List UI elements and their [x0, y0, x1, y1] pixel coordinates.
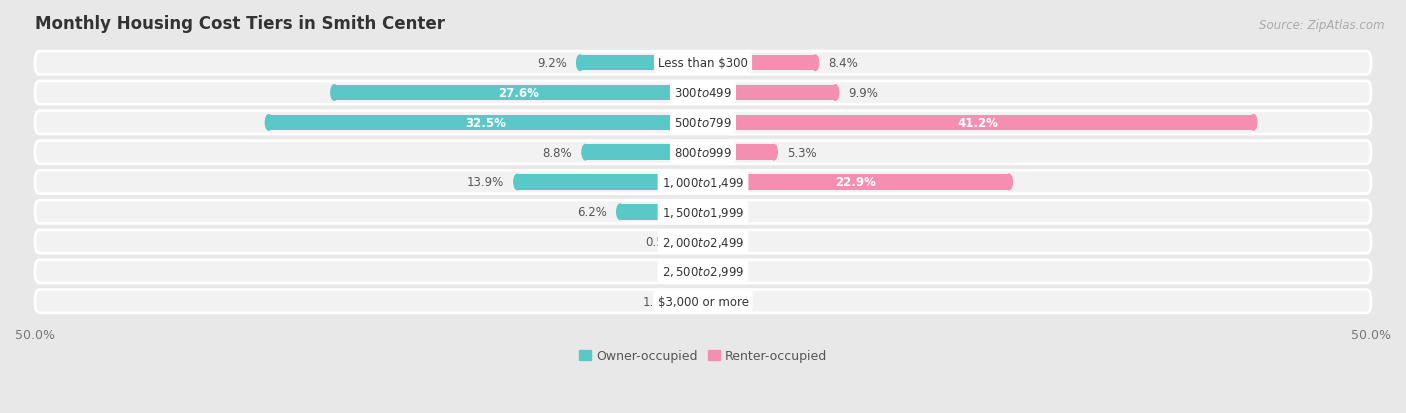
FancyBboxPatch shape — [35, 230, 1371, 254]
Legend: Owner-occupied, Renter-occupied: Owner-occupied, Renter-occupied — [575, 346, 831, 366]
Bar — [703, 115, 1253, 131]
FancyBboxPatch shape — [35, 290, 1371, 313]
Text: 9.2%: 9.2% — [537, 57, 567, 70]
Text: Source: ZipAtlas.com: Source: ZipAtlas.com — [1260, 19, 1385, 31]
Text: $1,000 to $1,499: $1,000 to $1,499 — [662, 176, 744, 190]
Text: 22.9%: 22.9% — [835, 176, 876, 189]
Bar — [703, 56, 815, 71]
Text: 1.3%: 1.3% — [643, 295, 672, 308]
FancyBboxPatch shape — [35, 171, 1371, 194]
Bar — [703, 175, 1010, 190]
Text: 27.6%: 27.6% — [498, 87, 538, 100]
Text: $2,500 to $2,999: $2,500 to $2,999 — [662, 265, 744, 279]
Text: Monthly Housing Cost Tiers in Smith Center: Monthly Housing Cost Tiers in Smith Cent… — [35, 15, 446, 33]
Circle shape — [330, 85, 337, 101]
Text: 32.5%: 32.5% — [465, 116, 506, 130]
Circle shape — [832, 85, 839, 101]
Text: $1,500 to $1,999: $1,500 to $1,999 — [662, 205, 744, 219]
Circle shape — [582, 145, 589, 161]
Circle shape — [1250, 115, 1257, 131]
FancyBboxPatch shape — [35, 82, 1371, 105]
Text: 0.0%: 0.0% — [717, 295, 747, 308]
Circle shape — [1005, 175, 1012, 190]
Bar — [269, 115, 703, 131]
Text: 9.9%: 9.9% — [849, 87, 879, 100]
Circle shape — [576, 56, 583, 71]
Text: $500 to $799: $500 to $799 — [673, 116, 733, 130]
Bar — [620, 204, 703, 220]
Circle shape — [811, 56, 818, 71]
Text: 8.4%: 8.4% — [828, 57, 858, 70]
Circle shape — [513, 175, 520, 190]
FancyBboxPatch shape — [35, 260, 1371, 283]
Text: 0.0%: 0.0% — [717, 235, 747, 249]
Text: 0.56%: 0.56% — [645, 235, 682, 249]
Bar — [335, 85, 703, 101]
Circle shape — [692, 234, 699, 250]
FancyBboxPatch shape — [35, 141, 1371, 164]
Bar — [696, 234, 703, 250]
Bar — [686, 294, 703, 309]
Circle shape — [617, 204, 624, 220]
Text: Less than $300: Less than $300 — [658, 57, 748, 70]
Circle shape — [770, 145, 778, 161]
Text: 0.0%: 0.0% — [717, 265, 747, 278]
Text: $3,000 or more: $3,000 or more — [658, 295, 748, 308]
FancyBboxPatch shape — [35, 52, 1371, 75]
Text: 0.0%: 0.0% — [659, 265, 689, 278]
Circle shape — [266, 115, 273, 131]
Text: 8.8%: 8.8% — [543, 146, 572, 159]
Bar — [581, 56, 703, 71]
Circle shape — [682, 294, 689, 309]
Text: 6.2%: 6.2% — [576, 206, 607, 219]
Text: 13.9%: 13.9% — [467, 176, 503, 189]
Bar — [703, 85, 835, 101]
Text: $800 to $999: $800 to $999 — [673, 146, 733, 159]
Bar — [517, 175, 703, 190]
FancyBboxPatch shape — [35, 112, 1371, 135]
Text: 0.0%: 0.0% — [717, 206, 747, 219]
Bar — [703, 145, 773, 161]
Text: $2,000 to $2,499: $2,000 to $2,499 — [662, 235, 744, 249]
Text: $300 to $499: $300 to $499 — [673, 87, 733, 100]
Text: 5.3%: 5.3% — [787, 146, 817, 159]
Text: 41.2%: 41.2% — [957, 116, 998, 130]
Bar — [585, 145, 703, 161]
FancyBboxPatch shape — [35, 201, 1371, 224]
